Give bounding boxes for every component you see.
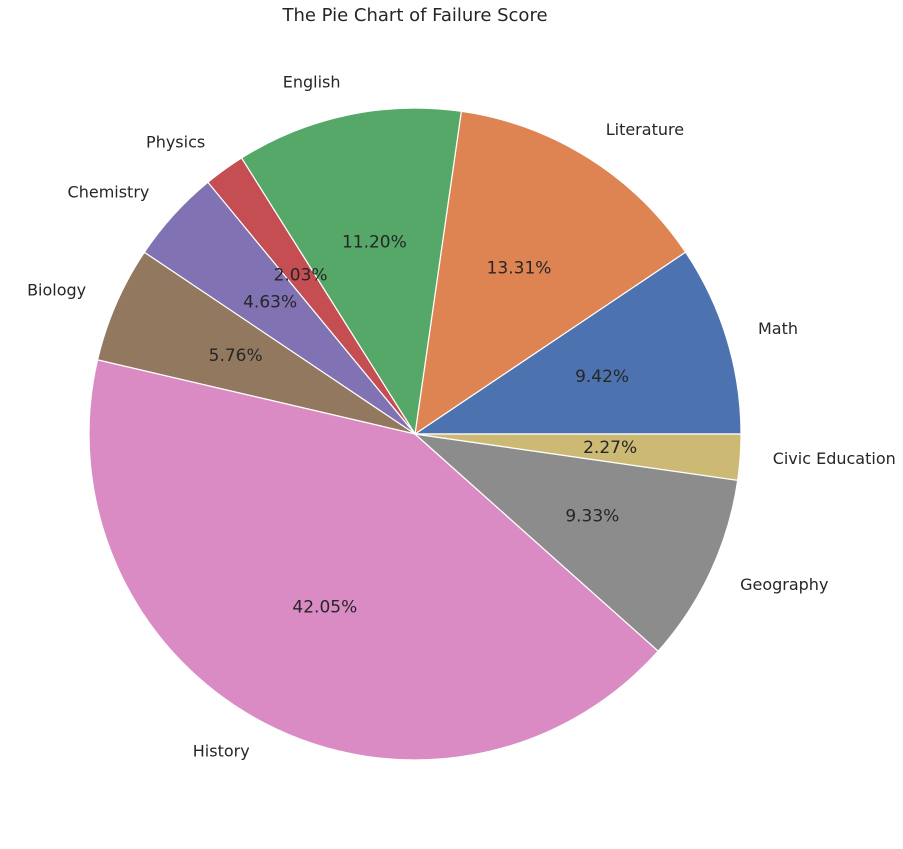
pie-slice-math [413,251,742,435]
percent-label: 42.05% [292,598,357,618]
category-label: Math [758,319,798,338]
category-label: Physics [146,133,205,152]
percent-label: 9.42% [575,367,629,387]
category-label: Literature [606,120,684,139]
chart-title: The Pie Chart of Failure Score [281,5,547,26]
pie-slice-civic-education [414,433,742,482]
category-label: English [283,73,341,92]
category-label: Chemistry [68,183,150,202]
category-label: Civic Education [773,449,896,468]
category-label: History [193,742,250,761]
category-label: Biology [27,280,86,299]
percent-label: 11.20% [342,233,407,253]
pie-slices [88,107,742,761]
category-label: Geography [740,575,828,594]
percent-label: 13.31% [487,258,552,278]
percent-label: 2.27% [583,438,637,458]
pie-slice-history [88,359,660,761]
percent-label: 4.63% [243,293,297,313]
category-labels: Math Literature English Physics Chemistry Bio… [27,73,896,761]
pie-slice-english [240,107,463,436]
percent-label: 9.33% [565,507,619,527]
percent-label: 2.03% [274,265,328,285]
pie-slice-geography [413,433,739,652]
percent-labels: 9.42% 13.31% 11.20% 2.03% 4.63% 5.76% 42.05% 9.… [209,233,637,618]
pie-slice-literature [414,110,687,436]
percent-label: 5.76% [209,346,263,366]
